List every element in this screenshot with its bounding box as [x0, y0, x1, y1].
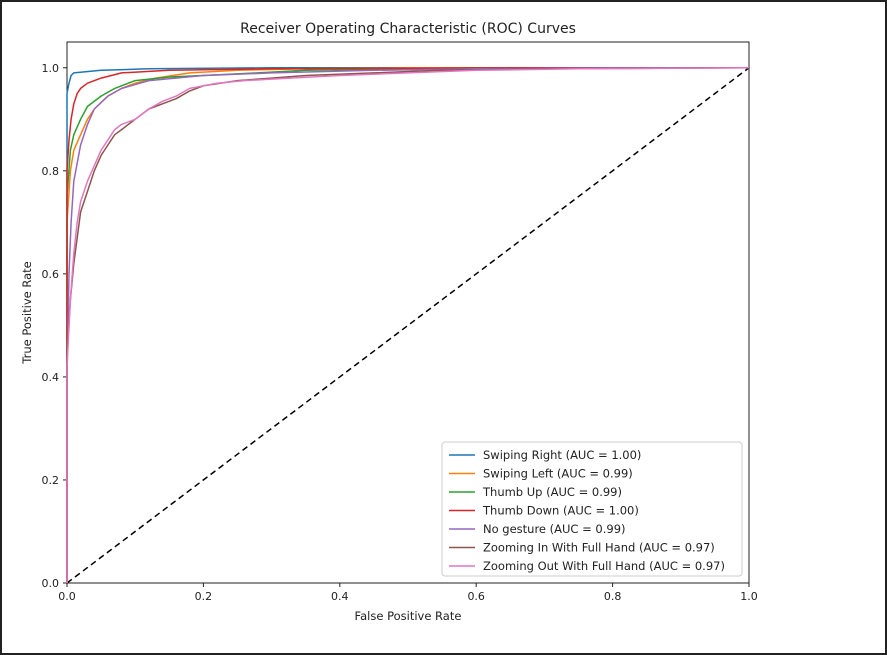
- y-tick-label: 0.8: [42, 165, 60, 178]
- y-axis-label: True Positive Rate: [20, 261, 34, 364]
- series-layer: [66, 67, 750, 583]
- y-tick-label: 0.2: [42, 474, 60, 487]
- roc-curve-series-2: [66, 67, 749, 583]
- y-tick-label: 0.6: [42, 268, 60, 281]
- legend-label: Zooming Out With Full Hand (AUC = 0.97): [483, 559, 725, 573]
- x-tick-label: 0.0: [58, 590, 76, 603]
- x-tick-label: 0.8: [604, 590, 622, 603]
- y-tick-label: 1.0: [42, 62, 60, 75]
- legend-label: No gesture (AUC = 0.99): [483, 522, 626, 536]
- y-tick-label: 0.0: [42, 577, 60, 590]
- roc-curve-series-4: [66, 67, 749, 583]
- chance-diagonal-line: [66, 67, 750, 584]
- roc-curve-series-6: [66, 67, 750, 583]
- legend-label: Thumb Up (AUC = 0.99): [482, 485, 622, 499]
- x-tick-label: 0.6: [467, 590, 485, 603]
- legend-label: Swiping Left (AUC = 0.99): [483, 467, 633, 481]
- legend-box: [441, 441, 743, 577]
- legend: Swiping Right (AUC = 1.00) Swiping Left (…: [441, 441, 743, 577]
- y-tick-label: 0.4: [42, 371, 60, 384]
- roc-curve-series-5: [66, 67, 750, 583]
- x-axis-ticks: 0.0 0.2 0.4 0.6 0.8 1.0: [58, 583, 758, 603]
- legend-label: Swiping Right (AUC = 1.00): [483, 448, 641, 462]
- x-axis-label: False Positive Rate: [355, 609, 462, 623]
- chart-title: Receiver Operating Characteristic (ROC) …: [240, 21, 576, 37]
- x-tick-label: 0.2: [195, 590, 213, 603]
- legend-label: Thumb Down (AUC = 1.00): [482, 504, 639, 518]
- y-axis-ticks: 0.0 0.2 0.4 0.6 0.8 1.0: [42, 62, 67, 590]
- roc-curve-series-3: [66, 67, 749, 583]
- legend-label: Zooming In With Full Hand (AUC = 0.97): [483, 541, 715, 555]
- x-tick-label: 0.4: [331, 590, 349, 603]
- roc-curve-series-0: [66, 67, 749, 583]
- x-tick-label: 1.0: [740, 590, 758, 603]
- diagonal-layer: [66, 67, 750, 584]
